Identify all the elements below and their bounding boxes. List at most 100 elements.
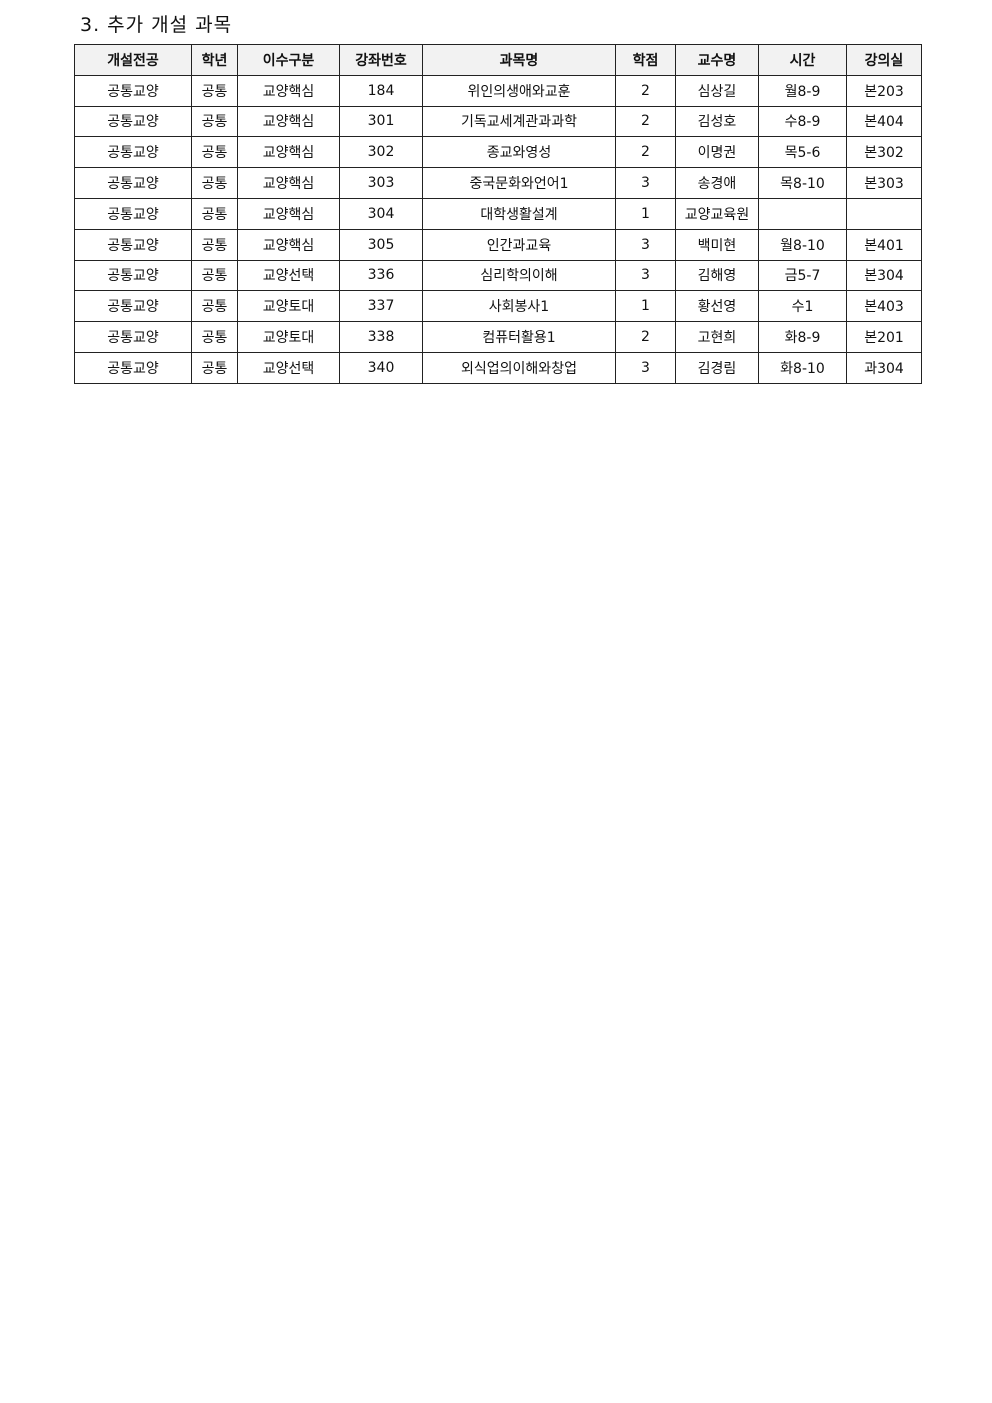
cell-credits: 3 (615, 228, 676, 261)
cell-room: 본401 (846, 228, 922, 261)
cell-category: 교양핵심 (237, 74, 340, 107)
table-row: 공통교양 공통 교양핵심 303 중국문화와언어1 3 송경애 목8-10 본303 (74, 167, 922, 199)
cell-professor: 교양교육원 (675, 197, 759, 230)
cell-major: 공통교양 (74, 321, 192, 353)
cell-category: 교양핵심 (237, 167, 340, 199)
cell-professor: 김성호 (675, 105, 759, 138)
cell-professor: 황선영 (675, 290, 759, 323)
header-room: 강의실 (846, 44, 922, 76)
cell-course-no: 336 (339, 259, 423, 292)
cell-course-no: 340 (339, 351, 423, 384)
table-row: 공통교양 공통 교양핵심 184 위인의생애와교훈 2 심상길 월8-9 본203 (74, 74, 922, 107)
cell-course-name: 인간과교육 (422, 228, 616, 261)
header-grade: 학년 (191, 44, 238, 76)
header-professor: 교수명 (675, 44, 759, 76)
cell-course-no: 303 (339, 167, 423, 199)
cell-room: 과304 (846, 351, 922, 384)
cell-professor: 김경림 (675, 351, 759, 384)
cell-grade: 공통 (191, 351, 238, 384)
cell-category: 교양핵심 (237, 228, 340, 261)
cell-course-no: 304 (339, 197, 423, 230)
cell-course-no: 301 (339, 105, 423, 138)
cell-course-name: 외식업의이해와창업 (422, 351, 616, 384)
cell-time: 월8-9 (758, 74, 847, 107)
cell-course-name: 사회봉사1 (422, 290, 616, 323)
header-category: 이수구분 (237, 44, 340, 76)
cell-course-no: 305 (339, 228, 423, 261)
cell-course-name: 중국문화와언어1 (422, 167, 616, 199)
header-credits: 학점 (615, 44, 676, 76)
cell-grade: 공통 (191, 321, 238, 353)
cell-credits: 3 (615, 351, 676, 384)
cell-credits: 1 (615, 197, 676, 230)
cell-professor: 백미현 (675, 228, 759, 261)
cell-course-name: 컴퓨터활용1 (422, 321, 616, 353)
cell-room: 본303 (846, 167, 922, 199)
cell-category: 교양선택 (237, 351, 340, 384)
cell-major: 공통교양 (74, 259, 192, 292)
cell-credits: 2 (615, 321, 676, 353)
cell-course-name: 기독교세계관과과학 (422, 105, 616, 138)
cell-time: 화8-9 (758, 321, 847, 353)
cell-room: 본404 (846, 105, 922, 138)
header-course-name: 과목명 (422, 44, 616, 76)
cell-course-no: 184 (339, 74, 423, 107)
cell-major: 공통교양 (74, 228, 192, 261)
cell-grade: 공통 (191, 290, 238, 323)
cell-time: 목8-10 (758, 167, 847, 199)
cell-grade: 공통 (191, 228, 238, 261)
cell-course-no: 302 (339, 136, 423, 169)
cell-category: 교양토대 (237, 290, 340, 323)
cell-time (758, 197, 847, 230)
cell-category: 교양선택 (237, 259, 340, 292)
cell-time: 수8-9 (758, 105, 847, 138)
table-row: 공통교양 공통 교양선택 336 심리학의이해 3 김해영 금5-7 본304 (74, 259, 922, 292)
cell-time: 화8-10 (758, 351, 847, 384)
table-row: 공통교양 공통 교양핵심 305 인간과교육 3 백미현 월8-10 본401 (74, 228, 922, 261)
cell-professor: 이명권 (675, 136, 759, 169)
cell-course-no: 337 (339, 290, 423, 323)
table-header-row: 개설전공 학년 이수구분 강좌번호 과목명 학점 교수명 시간 강의실 (74, 44, 922, 76)
cell-grade: 공통 (191, 167, 238, 199)
cell-major: 공통교양 (74, 290, 192, 323)
cell-professor: 송경애 (675, 167, 759, 199)
cell-credits: 2 (615, 74, 676, 107)
cell-major: 공통교양 (74, 197, 192, 230)
table-row: 공통교양 공통 교양핵심 301 기독교세계관과과학 2 김성호 수8-9 본404 (74, 105, 922, 138)
cell-course-no: 338 (339, 321, 423, 353)
cell-time: 금5-7 (758, 259, 847, 292)
cell-course-name: 위인의생애와교훈 (422, 74, 616, 107)
cell-professor: 심상길 (675, 74, 759, 107)
table-row: 공통교양 공통 교양핵심 302 종교와영성 2 이명권 목5-6 본302 (74, 136, 922, 169)
cell-category: 교양핵심 (237, 105, 340, 138)
cell-major: 공통교양 (74, 351, 192, 384)
cell-course-name: 심리학의이해 (422, 259, 616, 292)
cell-grade: 공통 (191, 105, 238, 138)
cell-course-name: 대학생활설계 (422, 197, 616, 230)
cell-room (846, 197, 922, 230)
cell-category: 교양토대 (237, 321, 340, 353)
additional-courses-table: 개설전공 학년 이수구분 강좌번호 과목명 학점 교수명 시간 강의실 공통교양 공통 교양핵심 18… (74, 44, 922, 384)
cell-professor: 김해영 (675, 259, 759, 292)
cell-credits: 3 (615, 167, 676, 199)
cell-major: 공통교양 (74, 74, 192, 107)
cell-professor: 고현희 (675, 321, 759, 353)
cell-credits: 1 (615, 290, 676, 323)
header-course-no: 강좌번호 (339, 44, 423, 76)
table-row: 공통교양 공통 교양토대 337 사회봉사1 1 황선영 수1 본403 (74, 290, 922, 323)
header-major: 개설전공 (74, 44, 192, 76)
cell-grade: 공통 (191, 259, 238, 292)
cell-course-name: 종교와영성 (422, 136, 616, 169)
cell-credits: 3 (615, 259, 676, 292)
cell-time: 목5-6 (758, 136, 847, 169)
cell-credits: 2 (615, 136, 676, 169)
cell-room: 본304 (846, 259, 922, 292)
cell-category: 교양핵심 (237, 197, 340, 230)
cell-room: 본403 (846, 290, 922, 323)
cell-room: 본302 (846, 136, 922, 169)
table-row: 공통교양 공통 교양핵심 304 대학생활설계 1 교양교육원 (74, 197, 922, 230)
table-row: 공통교양 공통 교양선택 340 외식업의이해와창업 3 김경림 화8-10 과304 (74, 351, 922, 384)
cell-grade: 공통 (191, 74, 238, 107)
cell-time: 월8-10 (758, 228, 847, 261)
cell-major: 공통교양 (74, 105, 192, 138)
